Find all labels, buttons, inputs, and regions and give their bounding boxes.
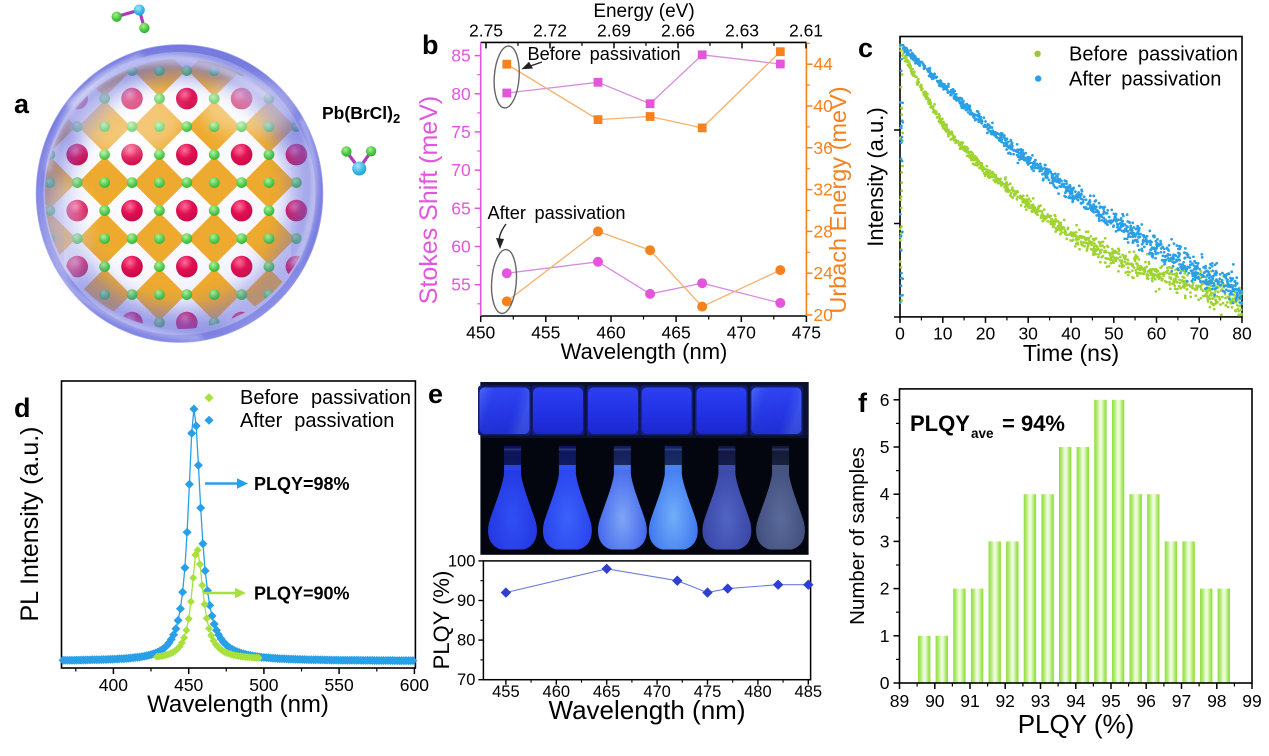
svg-text:70: 70 bbox=[457, 671, 475, 689]
svg-text:10: 10 bbox=[933, 323, 953, 343]
svg-text:Number of samples: Number of samples bbox=[846, 447, 869, 625]
svg-text:100: 100 bbox=[448, 552, 476, 570]
svg-text:98: 98 bbox=[1207, 691, 1226, 711]
svg-text:Stokes Shift (meV): Stokes Shift (meV) bbox=[415, 96, 443, 304]
svg-text:99: 99 bbox=[1242, 691, 1261, 711]
svg-text:2: 2 bbox=[880, 579, 890, 599]
svg-text:85: 85 bbox=[451, 46, 470, 66]
svg-text:40: 40 bbox=[1061, 323, 1081, 343]
svg-text:70: 70 bbox=[1189, 323, 1209, 343]
svg-text:f: f bbox=[858, 388, 868, 418]
svg-text:44: 44 bbox=[813, 54, 833, 74]
svg-text:c: c bbox=[858, 33, 873, 63]
svg-text:0: 0 bbox=[895, 323, 905, 343]
svg-text:Pb(BrCl)2: Pb(BrCl)2 bbox=[322, 103, 400, 126]
svg-text:a: a bbox=[14, 89, 30, 119]
svg-text:465: 465 bbox=[593, 683, 621, 701]
svg-text:Before passivation: Before passivation bbox=[1069, 44, 1238, 66]
svg-text:480: 480 bbox=[744, 683, 772, 701]
svg-text:97: 97 bbox=[1172, 691, 1191, 711]
svg-text:2.75: 2.75 bbox=[469, 20, 503, 40]
svg-text:460: 460 bbox=[596, 323, 625, 343]
svg-text:5: 5 bbox=[880, 437, 890, 457]
svg-text:20: 20 bbox=[813, 305, 833, 325]
svg-text:460: 460 bbox=[543, 683, 571, 701]
svg-text:32: 32 bbox=[813, 180, 832, 200]
svg-text:90: 90 bbox=[925, 691, 945, 711]
svg-text:Wavelength (nm): Wavelength (nm) bbox=[561, 339, 728, 364]
svg-text:475: 475 bbox=[792, 323, 821, 343]
svg-text:2.72: 2.72 bbox=[533, 20, 567, 40]
svg-text:ave: ave bbox=[971, 426, 994, 441]
svg-text:450: 450 bbox=[174, 675, 203, 695]
svg-text:2.63: 2.63 bbox=[725, 20, 759, 40]
svg-text:75: 75 bbox=[451, 122, 470, 142]
svg-text:91: 91 bbox=[960, 691, 979, 711]
svg-text:Wavelength (nm): Wavelength (nm) bbox=[147, 691, 329, 718]
svg-text:455: 455 bbox=[492, 683, 520, 701]
svg-text:70: 70 bbox=[451, 160, 471, 180]
svg-text:2.69: 2.69 bbox=[597, 20, 631, 40]
svg-text:3: 3 bbox=[880, 531, 890, 551]
svg-text:600: 600 bbox=[400, 675, 429, 695]
svg-text:400: 400 bbox=[99, 675, 128, 695]
svg-text:24: 24 bbox=[813, 263, 833, 283]
svg-text:4: 4 bbox=[880, 484, 890, 504]
svg-text:60: 60 bbox=[1147, 323, 1167, 343]
svg-text:95: 95 bbox=[1101, 691, 1120, 711]
svg-text:500: 500 bbox=[249, 675, 278, 695]
svg-text:Intensity (a.u.): Intensity (a.u.) bbox=[863, 107, 888, 246]
svg-text:PLQY=98%: PLQY=98% bbox=[254, 474, 350, 494]
svg-text:Urbach Energy (meV): Urbach Energy (meV) bbox=[825, 86, 851, 313]
svg-text:60: 60 bbox=[451, 237, 471, 257]
svg-text:e: e bbox=[428, 379, 443, 409]
svg-text:475: 475 bbox=[694, 683, 722, 701]
svg-text:96: 96 bbox=[1136, 691, 1155, 711]
svg-text:55: 55 bbox=[451, 275, 470, 295]
svg-text:PLQY (%): PLQY (%) bbox=[1018, 709, 1135, 739]
svg-text:6: 6 bbox=[880, 390, 890, 410]
svg-text:36: 36 bbox=[813, 138, 832, 158]
svg-text:= 94%: = 94% bbox=[1002, 411, 1065, 436]
svg-text:470: 470 bbox=[727, 323, 756, 343]
svg-text:Wavelength (nm): Wavelength (nm) bbox=[549, 695, 746, 725]
svg-text:550: 550 bbox=[324, 675, 353, 695]
svg-text:80: 80 bbox=[1232, 323, 1252, 343]
svg-text:PLQY (%): PLQY (%) bbox=[429, 571, 454, 670]
svg-text:Energy (eV): Energy (eV) bbox=[593, 1, 694, 22]
svg-text:93: 93 bbox=[1031, 691, 1050, 711]
svg-text:Time (ns): Time (ns) bbox=[1023, 340, 1119, 366]
svg-text:80: 80 bbox=[451, 84, 471, 104]
svg-text:After passivation: After passivation bbox=[1069, 69, 1221, 91]
svg-text:50: 50 bbox=[1104, 323, 1124, 343]
svg-text:455: 455 bbox=[531, 323, 560, 343]
svg-text:465: 465 bbox=[661, 323, 690, 343]
svg-text:After passivation: After passivation bbox=[488, 203, 626, 223]
svg-text:20: 20 bbox=[976, 323, 996, 343]
svg-text:485: 485 bbox=[795, 683, 823, 701]
svg-text:470: 470 bbox=[643, 683, 671, 701]
svg-text:94: 94 bbox=[1066, 691, 1086, 711]
svg-text:40: 40 bbox=[813, 96, 833, 116]
svg-text:89: 89 bbox=[890, 691, 909, 711]
svg-text:30: 30 bbox=[1018, 323, 1038, 343]
svg-text:2.66: 2.66 bbox=[661, 20, 695, 40]
svg-text:PL Intensity (a.u.): PL Intensity (a.u.) bbox=[16, 427, 44, 622]
svg-text:0: 0 bbox=[880, 673, 890, 693]
svg-text:PLQY=90%: PLQY=90% bbox=[254, 584, 350, 604]
svg-text:d: d bbox=[14, 393, 31, 423]
svg-text:Before passivation: Before passivation bbox=[528, 44, 681, 64]
svg-text:90: 90 bbox=[457, 592, 475, 610]
svg-text:65: 65 bbox=[451, 198, 470, 218]
svg-text:b: b bbox=[422, 30, 439, 60]
svg-text:28: 28 bbox=[813, 221, 832, 241]
svg-text:92: 92 bbox=[995, 691, 1014, 711]
svg-text:450: 450 bbox=[466, 323, 495, 343]
svg-text:1: 1 bbox=[880, 626, 890, 646]
svg-text:80: 80 bbox=[457, 632, 475, 650]
svg-text:2.61: 2.61 bbox=[789, 20, 823, 40]
svg-text:Before passivation: Before passivation bbox=[240, 387, 411, 409]
svg-text:After passivation: After passivation bbox=[240, 410, 394, 432]
svg-text:PLQY: PLQY bbox=[910, 411, 970, 436]
